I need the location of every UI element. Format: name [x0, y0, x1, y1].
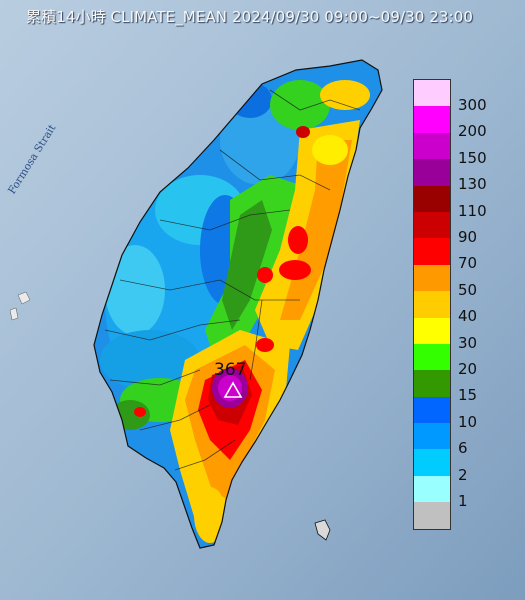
legend-swatch	[414, 396, 450, 424]
max-rainfall-label: 367	[214, 360, 247, 380]
legend-tick-label: 150	[458, 148, 487, 167]
legend-swatch	[414, 211, 450, 239]
legend-tick-label: 10	[458, 412, 478, 431]
legend-tick-label: 30	[458, 333, 478, 352]
map-title: 累積14小時 CLIMATE_MEAN 2024/09/30 09:00~09/…	[26, 8, 473, 26]
penghu-island-small	[9, 307, 19, 321]
legend-tick-label: 110	[458, 201, 487, 220]
legend-swatch	[414, 264, 450, 292]
legend-swatch	[414, 343, 450, 371]
legend-tick-label: 20	[458, 360, 478, 378]
max-rainfall-marker-icon	[223, 381, 243, 398]
legend-tick-label: 6	[458, 439, 468, 458]
legend-tick-label: 1	[458, 492, 468, 510]
legend-swatch	[414, 106, 450, 133]
legend-swatch	[414, 185, 450, 212]
legend-swatch	[414, 317, 450, 344]
lanyu-island	[314, 519, 331, 541]
legend-swatch	[414, 370, 450, 397]
legend-swatch	[414, 475, 450, 503]
legend-tick-label: 90	[458, 228, 478, 246]
coastline	[93, 59, 383, 549]
legend-swatch	[414, 159, 450, 186]
legend-tick-label: 40	[458, 307, 478, 326]
legend-tick-label: 50	[458, 280, 478, 299]
legend-swatch	[414, 238, 450, 265]
penghu-island	[17, 291, 31, 305]
legend-tick-label: 300	[458, 96, 487, 114]
color-legend	[413, 79, 451, 530]
legend-tick-label: 70	[458, 254, 478, 273]
legend-swatch	[414, 291, 450, 318]
legend-swatch	[414, 80, 450, 107]
legend-swatch	[414, 132, 450, 160]
legend-tick-label: 15	[458, 386, 478, 405]
legend-swatch	[414, 502, 450, 529]
legend-swatch	[414, 449, 450, 476]
legend-tick-label: 130	[458, 175, 487, 194]
legend-swatch	[414, 423, 450, 450]
legend-tick-label: 200	[458, 122, 487, 141]
legend-tick-label: 2	[458, 465, 468, 484]
